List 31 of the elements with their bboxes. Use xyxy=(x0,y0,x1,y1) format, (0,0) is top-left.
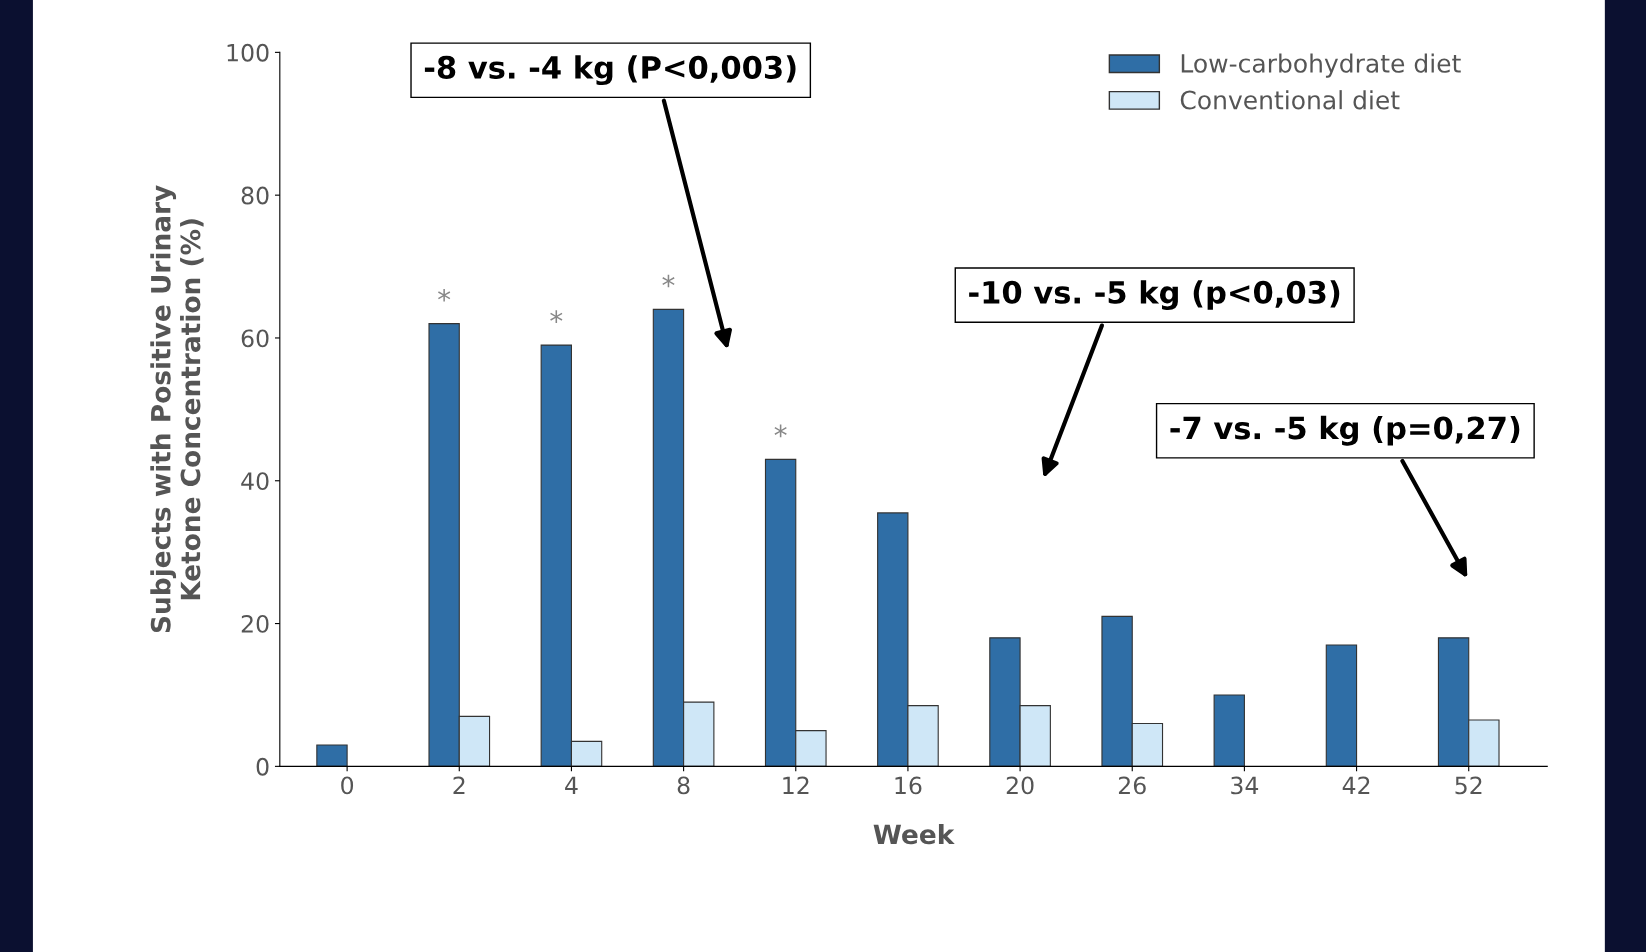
x-tick-label: 8 xyxy=(677,776,690,795)
x-tick-label: 0 xyxy=(341,776,354,795)
bar xyxy=(316,744,348,767)
y-tick-label: 20 xyxy=(241,615,269,633)
y-tick-label: 40 xyxy=(241,472,269,491)
y-tick-label: 0 xyxy=(256,757,269,776)
legend-label: Low-carbohydrate diet xyxy=(1181,53,1461,78)
x-tick-label: 42 xyxy=(1342,776,1370,795)
x-tick-label: 34 xyxy=(1231,776,1259,795)
annotation: * xyxy=(438,288,451,302)
x-axis-title: Week xyxy=(873,823,955,845)
x-tick-label: 4 xyxy=(565,776,578,795)
x-tick-label: 52 xyxy=(1455,776,1482,795)
y-tick-label: 80 xyxy=(241,186,269,205)
annotation: * xyxy=(774,424,787,438)
annotation: -10 vs. -5 kg (p<0,03) xyxy=(969,280,1340,311)
x-tick-label: 26 xyxy=(1118,776,1146,795)
y-tick-label: 60 xyxy=(241,329,269,348)
annotation: * xyxy=(550,310,563,324)
x-tick-label: 16 xyxy=(895,776,922,795)
annotation: -8 vs. -4 kg (P<0,003) xyxy=(424,55,796,86)
annotation: -7 vs. -5 kg (p=0,27) xyxy=(1170,415,1520,446)
bar xyxy=(1325,644,1358,767)
legend-label: Conventional diet xyxy=(1180,90,1400,110)
annotation: * xyxy=(662,274,675,288)
x-tick-label: 20 xyxy=(1006,776,1034,795)
y-axis-title: Subjects with Positive Urinary Ketone Concentration (%) xyxy=(150,185,204,633)
y-tick-label: 100 xyxy=(227,43,269,62)
x-tick-label: 12 xyxy=(783,776,809,795)
bar xyxy=(1213,694,1245,767)
x-tick-label: 2 xyxy=(453,776,465,795)
